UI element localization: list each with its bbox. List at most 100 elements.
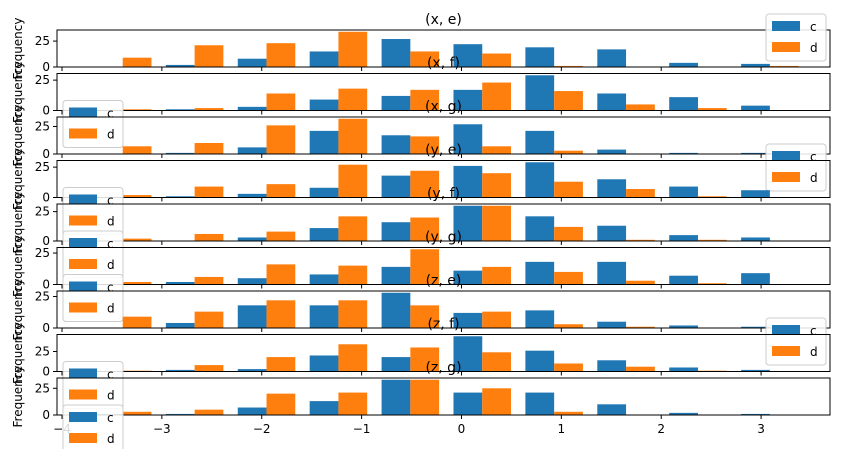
bar-c — [669, 412, 698, 415]
bar-d — [482, 266, 512, 285]
y-tick-label: 0 — [42, 60, 50, 74]
y-tick-label: 25 — [35, 290, 50, 304]
subplot-title: (x, f) — [427, 56, 460, 72]
legend-label-d: d — [810, 41, 818, 55]
legend-label-d: d — [107, 302, 115, 316]
bar-c — [381, 266, 411, 285]
legend-label-c: c — [107, 281, 114, 295]
bar-d — [482, 53, 512, 67]
legend: cd — [765, 143, 827, 192]
x-tick-label: −3 — [153, 422, 171, 436]
legend-swatch-c — [69, 412, 97, 422]
x-tick-label: −2 — [253, 422, 271, 436]
bar-d — [697, 196, 727, 198]
bar-c — [309, 51, 339, 67]
bar-c — [597, 93, 627, 111]
y-tick-label: 25 — [35, 344, 50, 358]
bar-c — [165, 109, 195, 111]
bar-c — [453, 44, 483, 67]
legend-swatch-d — [772, 42, 800, 52]
bar-c — [237, 106, 267, 111]
bar-d — [482, 82, 512, 111]
bar-c — [165, 413, 195, 415]
bar-c — [597, 404, 627, 415]
legend-swatch-c — [69, 368, 97, 379]
x-tick-label: 2 — [657, 422, 665, 436]
bar-d — [626, 326, 655, 328]
bar-d — [266, 93, 296, 111]
bar-c — [453, 336, 483, 372]
bar-d — [266, 393, 296, 415]
bar-c — [525, 130, 555, 154]
bar-d — [338, 300, 368, 328]
bar-c — [237, 193, 267, 198]
bar-c — [741, 152, 770, 154]
bar-d — [266, 125, 296, 154]
bar-d — [697, 283, 727, 285]
bar-c — [309, 305, 339, 328]
bar-c — [165, 281, 195, 285]
bar-c — [309, 99, 339, 111]
legend-label-c: c — [107, 194, 114, 208]
y-tick-label: 25 — [35, 205, 50, 219]
y-tick-label: 25 — [35, 246, 50, 260]
legend-swatch-d — [69, 128, 97, 139]
bar-d — [410, 170, 440, 198]
bar-d — [266, 184, 296, 198]
y-tick-label: 0 — [42, 365, 50, 379]
subplot-title: (x, g) — [425, 99, 462, 115]
bar-d — [338, 216, 368, 241]
bar-d — [194, 365, 224, 372]
legend-label-d: d — [107, 215, 115, 229]
bar-d — [194, 311, 224, 328]
axes-frame — [56, 334, 831, 372]
bar-d — [194, 186, 224, 198]
legend-swatch-c — [772, 21, 800, 31]
subplot-title: (z, g) — [425, 360, 461, 376]
bar-c — [381, 135, 411, 154]
bar-c — [597, 261, 627, 285]
bar-d — [554, 150, 583, 154]
bar-c — [309, 401, 339, 415]
legend-label-c: c — [107, 411, 114, 425]
axes-frame — [56, 73, 831, 111]
bar-c — [309, 228, 339, 241]
bar-c — [597, 149, 627, 154]
bar-d — [410, 305, 440, 328]
legend-label-c: c — [810, 150, 817, 164]
bar-c — [381, 292, 411, 328]
bar-c — [669, 62, 698, 67]
bar-d — [482, 205, 512, 241]
bar-c — [597, 360, 627, 372]
legend: cd — [62, 100, 124, 148]
bar-d — [554, 181, 583, 198]
bar-d — [338, 88, 368, 111]
bar-d — [626, 239, 655, 241]
bar-d — [554, 411, 583, 415]
bar-c — [453, 312, 483, 328]
y-tick-label: 0 — [42, 191, 50, 205]
bar-c — [525, 47, 555, 67]
bar-d — [626, 104, 655, 111]
bar-d — [122, 57, 152, 67]
legend-swatch-d — [69, 302, 97, 313]
legend-swatch-c — [69, 107, 97, 118]
bar-c — [669, 152, 698, 154]
bar-c — [669, 186, 698, 198]
bar-d — [338, 164, 368, 198]
legend-swatch-d — [69, 259, 97, 269]
bar-c — [237, 147, 267, 154]
axes-frame — [56, 377, 831, 416]
bar-d — [697, 108, 727, 111]
bar-d — [194, 45, 224, 67]
bar-c — [669, 325, 698, 328]
axes-frame — [56, 247, 831, 285]
bar-c — [525, 392, 555, 415]
y-tick-label: 25 — [35, 119, 50, 133]
bar-c — [453, 89, 483, 111]
legend: cd — [62, 274, 124, 322]
bar-c — [165, 152, 195, 154]
bar-d — [482, 311, 512, 328]
bar-d — [266, 43, 296, 67]
